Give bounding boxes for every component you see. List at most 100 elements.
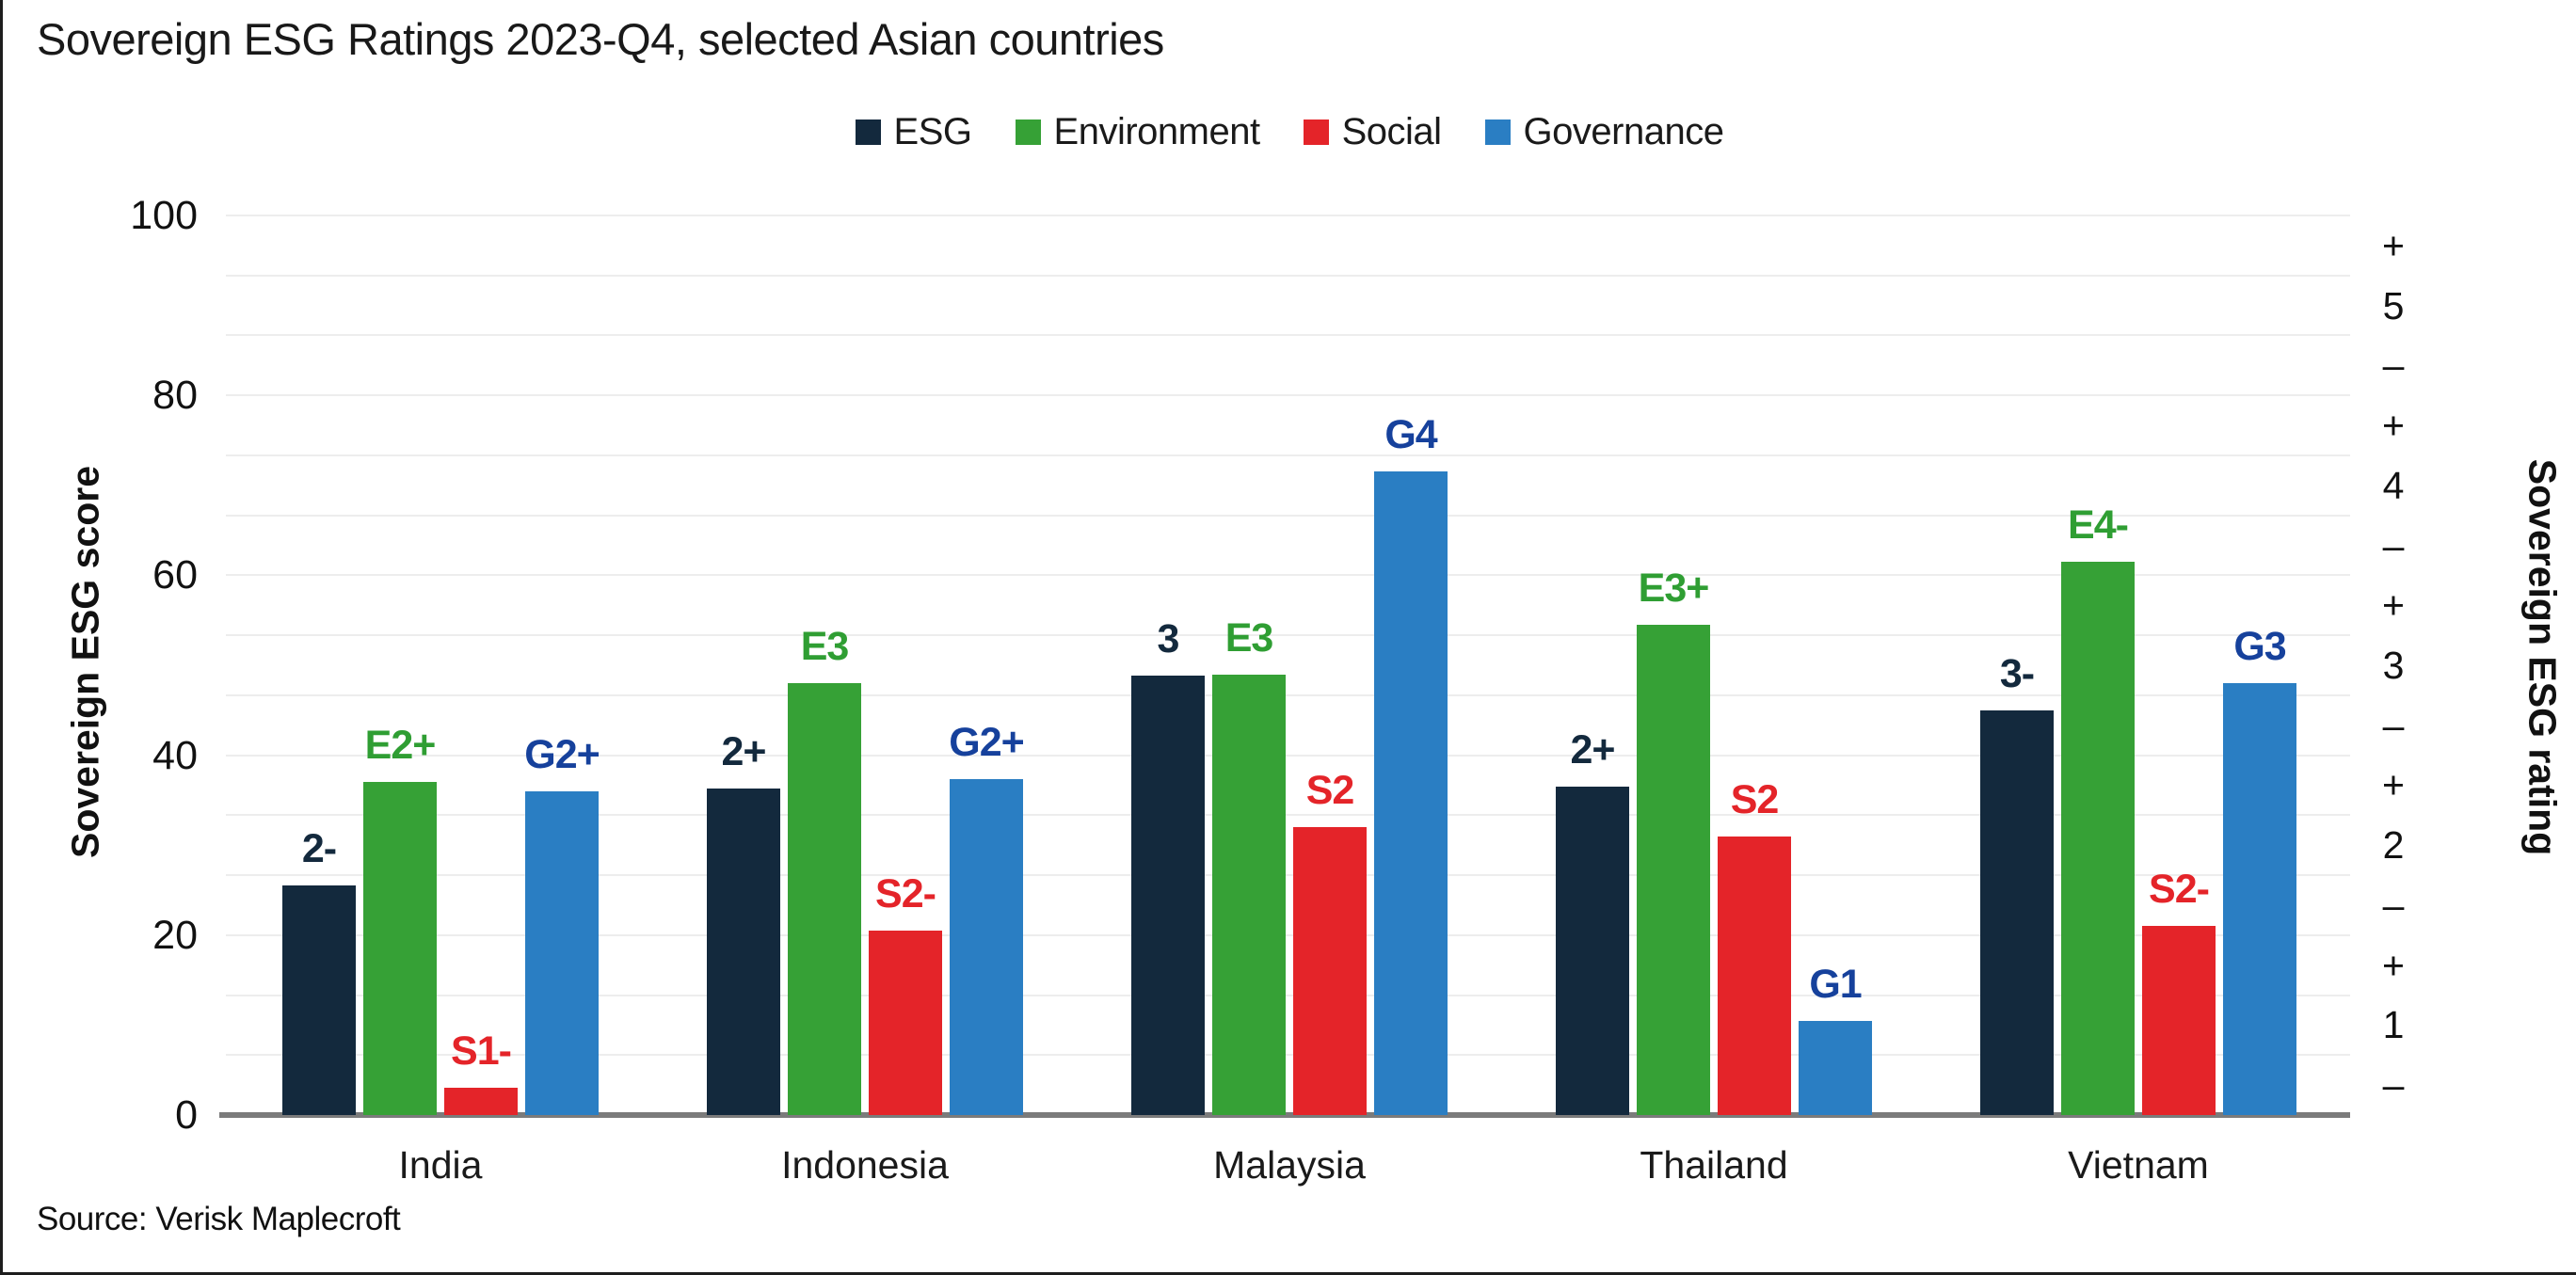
bar-label-social-india: S1- — [451, 1028, 512, 1074]
left-axis-title: Sovereign ESG score — [63, 466, 107, 859]
bar-esg-india — [282, 885, 356, 1115]
bar-label-esg-thailand: 2+ — [1570, 727, 1615, 773]
bar-governance-india — [525, 791, 599, 1115]
gridline — [226, 634, 2350, 637]
gridline — [226, 394, 2350, 397]
legend-item-esg[interactable]: ESG — [855, 111, 972, 153]
gridline — [226, 874, 2350, 877]
bar-environment-thailand — [1637, 625, 1710, 1115]
bar-social-india — [444, 1088, 518, 1115]
gridline — [226, 215, 2350, 216]
bar-label-environment-thailand: E3+ — [1638, 566, 1710, 611]
gridline — [226, 814, 2350, 817]
bar-label-governance-vietnam: G3 — [2233, 624, 2286, 669]
gridline — [226, 754, 2350, 757]
rating-label-11-: – — [2382, 883, 2405, 927]
bar-social-thailand — [1718, 837, 1791, 1115]
category-label-malaysia: Malaysia — [1213, 1143, 1366, 1187]
legend-swatch-social — [1303, 120, 1329, 145]
rating-label-4-4: 4 — [2382, 463, 2405, 507]
gridline — [226, 994, 2350, 996]
bar-label-environment-malaysia: E3 — [1224, 615, 1274, 661]
bar-label-environment-india: E2+ — [364, 723, 437, 768]
bar-label-esg-indonesia: 2+ — [721, 729, 766, 774]
legend-label-governance: Governance — [1523, 111, 1724, 152]
bar-environment-malaysia — [1212, 675, 1286, 1115]
gridline — [226, 334, 2350, 337]
bar-label-social-thailand: S2 — [1730, 777, 1780, 822]
x-axis-line — [219, 1112, 2350, 1118]
legend-item-social[interactable]: Social — [1303, 111, 1442, 153]
legend-item-governance[interactable]: Governance — [1484, 111, 1724, 153]
category-label-indonesia: Indonesia — [781, 1143, 949, 1187]
bar-environment-vietnam — [2061, 562, 2135, 1115]
rating-label-14-: – — [2382, 1063, 2405, 1108]
rating-label-1-5: 5 — [2382, 283, 2405, 327]
y-tick-100: 100 — [130, 193, 198, 238]
gridline — [226, 274, 2350, 277]
bar-label-governance-indonesia: G2+ — [949, 720, 1024, 765]
bar-label-environment-indonesia: E3 — [800, 624, 850, 669]
gridline — [226, 574, 2350, 577]
legend-swatch-esg — [855, 120, 881, 145]
y-tick-0: 0 — [175, 1092, 198, 1138]
bar-label-governance-malaysia: G4 — [1384, 412, 1437, 457]
category-label-india: India — [398, 1143, 483, 1187]
bar-label-environment-vietnam: E4- — [2068, 502, 2129, 548]
legend-label-social: Social — [1341, 111, 1442, 152]
bar-esg-indonesia — [707, 789, 780, 1115]
gridline — [226, 933, 2350, 936]
bar-social-malaysia — [1293, 827, 1367, 1115]
legend-label-environment: Environment — [1053, 111, 1261, 152]
rating-label-13-1: 1 — [2382, 1003, 2405, 1047]
y-tick-20: 20 — [152, 912, 198, 958]
bar-governance-malaysia — [1374, 471, 1448, 1115]
bar-social-indonesia — [869, 931, 942, 1115]
plot-area: 2- E2+ S1- G2+ India 2+ E3 S2- G2+ Indonesia 3 E3 S2… — [219, 215, 2350, 1187]
rating-label-10-2: 2 — [2382, 823, 2405, 868]
rating-label-0-: + — [2382, 223, 2405, 267]
source-note: Source: Verisk Maplecroft — [37, 1201, 401, 1237]
bar-label-governance-thailand: G1 — [1809, 962, 1862, 1007]
bar-governance-vietnam — [2223, 683, 2296, 1115]
legend-item-environment[interactable]: Environment — [1015, 111, 1261, 153]
bar-esg-malaysia — [1131, 676, 1205, 1115]
y-tick-80: 80 — [152, 373, 198, 419]
bar-label-social-malaysia: S2 — [1305, 768, 1355, 813]
gridline — [226, 1054, 2350, 1057]
legend-swatch-governance — [1484, 120, 1511, 145]
rating-label-6-: + — [2382, 583, 2405, 628]
legend-label-esg: ESG — [893, 111, 972, 152]
bar-governance-indonesia — [950, 779, 1023, 1115]
y-tick-60: 60 — [152, 552, 198, 598]
right-axis-title: Sovereign ESG rating — [2520, 458, 2565, 856]
bar-social-vietnam — [2142, 926, 2216, 1115]
bar-esg-thailand — [1556, 787, 1629, 1115]
bar-environment-indonesia — [788, 683, 861, 1115]
gridline — [226, 454, 2350, 456]
bar-label-social-vietnam: S2- — [2149, 867, 2210, 912]
bar-label-esg-india: 2- — [301, 826, 337, 871]
legend: ESG Environment Social Governance — [3, 111, 2576, 153]
rating-label-9-: + — [2382, 763, 2405, 807]
gridline — [226, 693, 2350, 696]
bar-label-governance-india: G2+ — [524, 732, 600, 777]
legend-swatch-environment — [1015, 120, 1041, 145]
y-tick-40: 40 — [152, 732, 198, 778]
bar-label-social-indonesia: S2- — [875, 871, 936, 916]
rating-label-2-: – — [2382, 343, 2405, 388]
category-label-vietnam: Vietnam — [2068, 1143, 2209, 1187]
category-label-thailand: Thailand — [1640, 1143, 1788, 1187]
bar-label-esg-vietnam: 3- — [1999, 651, 2035, 696]
bar-governance-thailand — [1799, 1021, 1872, 1115]
chart-title: Sovereign ESG Ratings 2023-Q4, selected … — [37, 14, 1164, 64]
rating-label-7-3: 3 — [2382, 644, 2405, 687]
rating-label-12-: + — [2382, 943, 2405, 987]
bar-esg-vietnam — [1980, 710, 2054, 1115]
rating-label-3-: + — [2382, 404, 2405, 448]
bar-environment-india — [363, 782, 437, 1115]
gridline — [226, 514, 2350, 517]
rating-label-8-: – — [2382, 703, 2405, 747]
rating-label-5-: – — [2382, 523, 2405, 567]
